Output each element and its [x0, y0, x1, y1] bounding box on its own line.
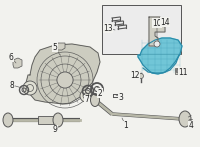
- Ellipse shape: [179, 111, 191, 127]
- Text: 9: 9: [53, 124, 57, 135]
- Polygon shape: [175, 68, 181, 74]
- Polygon shape: [149, 17, 165, 46]
- Text: 5: 5: [53, 42, 60, 55]
- Text: 10: 10: [152, 19, 162, 38]
- Text: 13: 13: [103, 24, 115, 32]
- Text: 11: 11: [178, 67, 188, 76]
- Circle shape: [23, 81, 37, 95]
- Text: 7: 7: [85, 95, 89, 105]
- Circle shape: [57, 72, 73, 88]
- Circle shape: [80, 90, 92, 102]
- Ellipse shape: [90, 93, 100, 106]
- Text: 8: 8: [10, 81, 22, 90]
- Ellipse shape: [53, 113, 63, 127]
- Circle shape: [176, 69, 180, 73]
- FancyBboxPatch shape: [38, 116, 56, 124]
- Polygon shape: [26, 44, 100, 104]
- Circle shape: [138, 74, 144, 78]
- Text: 14: 14: [160, 17, 170, 26]
- Text: 6: 6: [9, 52, 16, 63]
- Polygon shape: [138, 38, 182, 74]
- Text: 12: 12: [130, 71, 140, 80]
- Circle shape: [154, 41, 160, 47]
- FancyBboxPatch shape: [102, 5, 180, 54]
- Text: 2: 2: [97, 87, 102, 97]
- Ellipse shape: [3, 113, 13, 127]
- Text: 4: 4: [189, 120, 193, 131]
- Polygon shape: [56, 43, 65, 50]
- Text: 3: 3: [116, 92, 123, 101]
- Text: 1: 1: [122, 118, 128, 131]
- Polygon shape: [13, 58, 22, 68]
